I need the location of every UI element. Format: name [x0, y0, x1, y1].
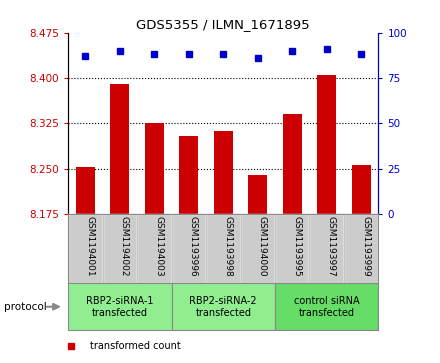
Text: GSM1193996: GSM1193996: [189, 216, 198, 277]
Bar: [241, 214, 275, 283]
Bar: [68, 214, 103, 283]
Bar: [103, 214, 137, 283]
Text: control siRNA
transfected: control siRNA transfected: [294, 296, 359, 318]
Text: transformed count: transformed count: [90, 341, 181, 351]
Text: RBP2-siRNA-2
transfected: RBP2-siRNA-2 transfected: [190, 296, 257, 318]
Bar: [172, 283, 275, 330]
Bar: [275, 283, 378, 330]
Bar: [180, 135, 198, 214]
Bar: [344, 214, 378, 283]
Bar: [283, 114, 302, 214]
Bar: [76, 167, 95, 214]
Text: GSM1193999: GSM1193999: [361, 216, 370, 277]
Bar: [317, 75, 336, 214]
Bar: [110, 84, 129, 214]
Bar: [214, 131, 233, 214]
Text: GSM1194000: GSM1194000: [258, 216, 267, 277]
Bar: [68, 283, 172, 330]
Text: protocol: protocol: [4, 302, 47, 312]
Text: GSM1194001: GSM1194001: [85, 216, 95, 277]
Bar: [206, 214, 241, 283]
Bar: [248, 175, 267, 214]
Bar: [352, 165, 370, 214]
Text: GSM1193995: GSM1193995: [292, 216, 301, 277]
Bar: [309, 214, 344, 283]
Text: RBP2-siRNA-1
transfected: RBP2-siRNA-1 transfected: [86, 296, 154, 318]
Text: GSM1193998: GSM1193998: [223, 216, 232, 277]
Bar: [275, 214, 309, 283]
Title: GDS5355 / ILMN_1671895: GDS5355 / ILMN_1671895: [136, 19, 310, 32]
Text: GSM1194002: GSM1194002: [120, 216, 129, 277]
Text: GSM1193997: GSM1193997: [326, 216, 336, 277]
Bar: [145, 123, 164, 214]
Text: GSM1194003: GSM1194003: [154, 216, 163, 277]
Bar: [137, 214, 172, 283]
Bar: [172, 214, 206, 283]
